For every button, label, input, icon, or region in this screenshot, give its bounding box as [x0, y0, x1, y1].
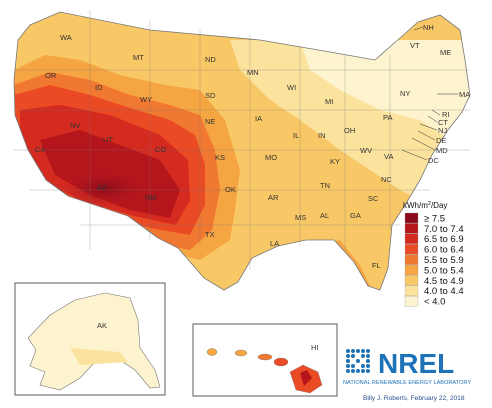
legend-label: ≥ 7.5	[424, 213, 445, 224]
state-label-ia: IA	[255, 114, 262, 123]
state-label-me: ME	[440, 48, 451, 57]
state-label-nm: NM	[145, 193, 157, 202]
state-label-oh: OH	[344, 126, 355, 135]
state-label-pa: PA	[383, 113, 392, 122]
state-label-nv: NV	[70, 121, 80, 130]
state-label-tx: TX	[205, 230, 215, 239]
legend-swatch	[404, 275, 419, 286]
legend-label: < 4.0	[424, 297, 445, 308]
state-label-hi: HI	[311, 343, 319, 352]
state-label-nd: ND	[205, 55, 216, 64]
state-label-ar: AR	[268, 193, 279, 202]
us-outline	[13, 11, 471, 291]
legend-swatch	[404, 285, 419, 296]
legend-swatch	[404, 296, 419, 307]
state-label-ny: NY	[400, 89, 410, 98]
state-label-ks: KS	[215, 153, 225, 162]
state-label-sd: SD	[205, 91, 216, 100]
state-label-ri: RI	[442, 110, 450, 119]
state-label-ne: NE	[205, 117, 215, 126]
legend-label: 4.0 to 4.4	[424, 286, 464, 297]
state-label-ak: AK	[97, 321, 107, 330]
state-label-ma: MA	[459, 90, 470, 99]
map-credit: Billy J. Roberts, February 22, 2018	[363, 395, 465, 402]
legend-label: 7.0 to 7.4	[424, 224, 464, 235]
state-label-al: AL	[320, 211, 329, 220]
callout-labels: MA RI CT NJ DE MD DC	[428, 90, 470, 165]
legend-label: 5.5 to 5.9	[424, 255, 464, 266]
state-label-or: OR	[45, 71, 57, 80]
state-label-wi: WI	[287, 83, 296, 92]
state-label-id: ID	[95, 83, 103, 92]
maui-shape	[273, 357, 289, 367]
hawaii-inset: HI	[192, 323, 338, 397]
legend-swatch	[404, 212, 419, 224]
legend-swatch	[404, 244, 419, 255]
alaska-shape	[27, 292, 161, 391]
legend-label: 6.5 to 6.9	[424, 234, 464, 245]
state-boundaries	[14, 10, 470, 270]
state-label-sc: SC	[368, 194, 379, 203]
state-label-mi: MI	[325, 97, 333, 106]
legend-items: ≥ 7.57.0 to 7.46.5 to 6.96.0 to 6.45.5 t…	[404, 212, 464, 308]
state-labels: WA OR CA ID NV MT WY UT AZ CO NM ND SD N…	[35, 23, 451, 270]
state-label-dc: DC	[428, 156, 439, 165]
callout-lines	[401, 26, 458, 161]
nrel-mark-icon	[342, 347, 374, 373]
state-label-ms: MS	[295, 213, 306, 222]
state-label-ut: UT	[103, 135, 113, 144]
legend-swatch	[404, 223, 419, 234]
kauai-shape	[206, 348, 218, 356]
state-label-nc: NC	[381, 175, 392, 184]
legend-label: 4.5 to 4.9	[424, 276, 464, 287]
legend-swatch	[404, 233, 419, 244]
alaska-inset: AK	[14, 282, 166, 396]
state-label-mo: MO	[265, 153, 277, 162]
state-label-ca: CA	[35, 145, 45, 154]
legend-swatch	[404, 254, 419, 265]
big-island-hotspot	[300, 370, 312, 386]
state-label-fl: FL	[372, 261, 381, 270]
state-label-co: CO	[155, 145, 166, 154]
legend: kWh/m2/Day ≥ 7.57.0 to 7.46.5 to 6.96.0 …	[403, 201, 464, 308]
legend-label: 6.0 to 6.4	[424, 245, 464, 256]
legend-label: 5.0 to 5.4	[424, 265, 464, 276]
state-label-wv: WV	[360, 146, 372, 155]
nrel-logo: NREL NATIONAL RENEWABLE ENERGY LABORATOR…	[342, 347, 471, 386]
legend-title: kWh/m2/Day	[403, 201, 447, 210]
state-label-ct: CT	[438, 118, 448, 127]
state-label-va: VA	[384, 152, 393, 161]
state-label-il: IL	[293, 131, 299, 140]
state-label-wa: WA	[60, 33, 72, 42]
alaska-zone-4-0	[70, 348, 128, 365]
nrel-logo-text: NREL	[378, 348, 454, 379]
state-label-az: AZ	[97, 183, 107, 192]
state-label-ok: OK	[225, 185, 236, 194]
state-label-mn: MN	[247, 68, 259, 77]
zone-7-5	[65, 170, 145, 206]
state-label-ky: KY	[330, 157, 340, 166]
state-label-in: IN	[318, 131, 326, 140]
state-label-nj: NJ	[438, 126, 447, 135]
state-label-la: LA	[270, 239, 279, 248]
state-label-tn: TN	[320, 181, 330, 190]
legend-swatch	[404, 264, 419, 276]
oahu-shape	[234, 349, 248, 357]
state-label-de: DE	[436, 136, 446, 145]
state-label-md: MD	[436, 146, 448, 155]
state-label-wy: WY	[140, 95, 152, 104]
state-label-nh: NH	[423, 23, 434, 32]
state-label-ga: GA	[350, 211, 361, 220]
state-label-vt: VT	[410, 41, 420, 50]
state-label-mt: MT	[133, 53, 144, 62]
molokai-shape	[257, 353, 273, 361]
nrel-logo-subtitle: NATIONAL RENEWABLE ENERGY LABORATORY	[343, 380, 471, 386]
